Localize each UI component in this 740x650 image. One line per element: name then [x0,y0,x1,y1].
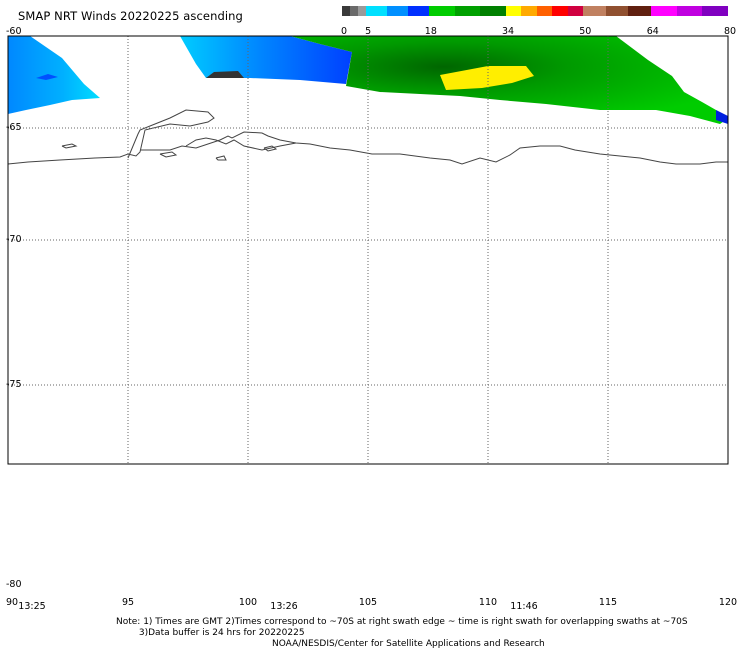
latitude-label: -60 [6,26,22,37]
coastline [7,109,728,165]
latitude-label: -80 [6,579,22,590]
colorbar-swatch [506,6,522,16]
colorbar-tick-label: 50 [579,26,592,37]
colorbar-swatch [583,6,607,16]
colorbar-tick-label: 5 [365,26,372,37]
colorbar-swatch [702,6,729,16]
swath-time-label: 13:26 [270,601,298,612]
footnote: Note: 1) Times are GMT 2)Times correspon… [116,617,688,639]
colorbar-swatch [676,6,703,16]
colorbar-swatch [350,6,359,16]
longitude-label: 90 [5,597,19,608]
longitude-label: 95 [121,597,135,608]
latitude-label: -70 [6,234,22,245]
colorbar-swatch [552,6,569,16]
footnote-line-2: 3)Data buffer is 24 hrs for 20220225 [116,628,305,638]
wind-swath-right [290,36,728,124]
wind-speed-colorbar: 0 5 18 34 50 64 80 [341,6,736,37]
footnote-line-1: Note: 1) Times are GMT 2)Times correspon… [116,617,688,627]
colorbar-swatch [567,6,584,16]
colorbar-tick-label: 80 [723,26,737,37]
swath-time-label: 11:46 [510,601,538,612]
longitude-label: 110 [478,597,498,608]
gale-wind-patch [440,66,534,90]
colorbar-swatch [358,6,367,16]
colorbar-swatch [521,6,538,16]
land-mask-patch [206,71,244,78]
colorbar-swatch [366,6,388,16]
colorbar-swatch [407,6,430,16]
colorbar-tick-label: 0 [340,26,348,37]
colorbar-tick-label: 64 [646,26,659,37]
colorbar-swatch [480,6,507,16]
colorbar-swatch [454,6,481,16]
colorbar-swatch [387,6,409,16]
colorbar-swatch [605,6,629,16]
wind-swath-center [180,36,352,84]
map-graticule [7,36,729,464]
latitude-label: -75 [6,379,22,390]
colorbar-swatch [342,6,351,16]
colorbar-swatch [628,6,652,16]
longitude-label: 120 [718,597,738,608]
map-title: SMAP NRT Winds 20220225 ascending [18,9,243,23]
latitude-label: -65 [6,122,22,133]
wind-swath-left [8,36,100,114]
longitude-label: 115 [598,597,618,608]
colorbar-swatch [536,6,553,16]
credit-line: NOAA/NESDIS/Center for Satellite Applica… [272,639,545,649]
longitude-label: 100 [238,597,258,608]
colorbar-swatch [650,6,678,16]
colorbar-tick-label: 34 [502,26,515,37]
swath-time-label: 13:25 [18,601,46,612]
longitude-label: 105 [358,597,378,608]
map-frame [7,35,729,465]
colorbar-tick-label: 18 [424,26,437,37]
colorbar-swatch [428,6,456,16]
